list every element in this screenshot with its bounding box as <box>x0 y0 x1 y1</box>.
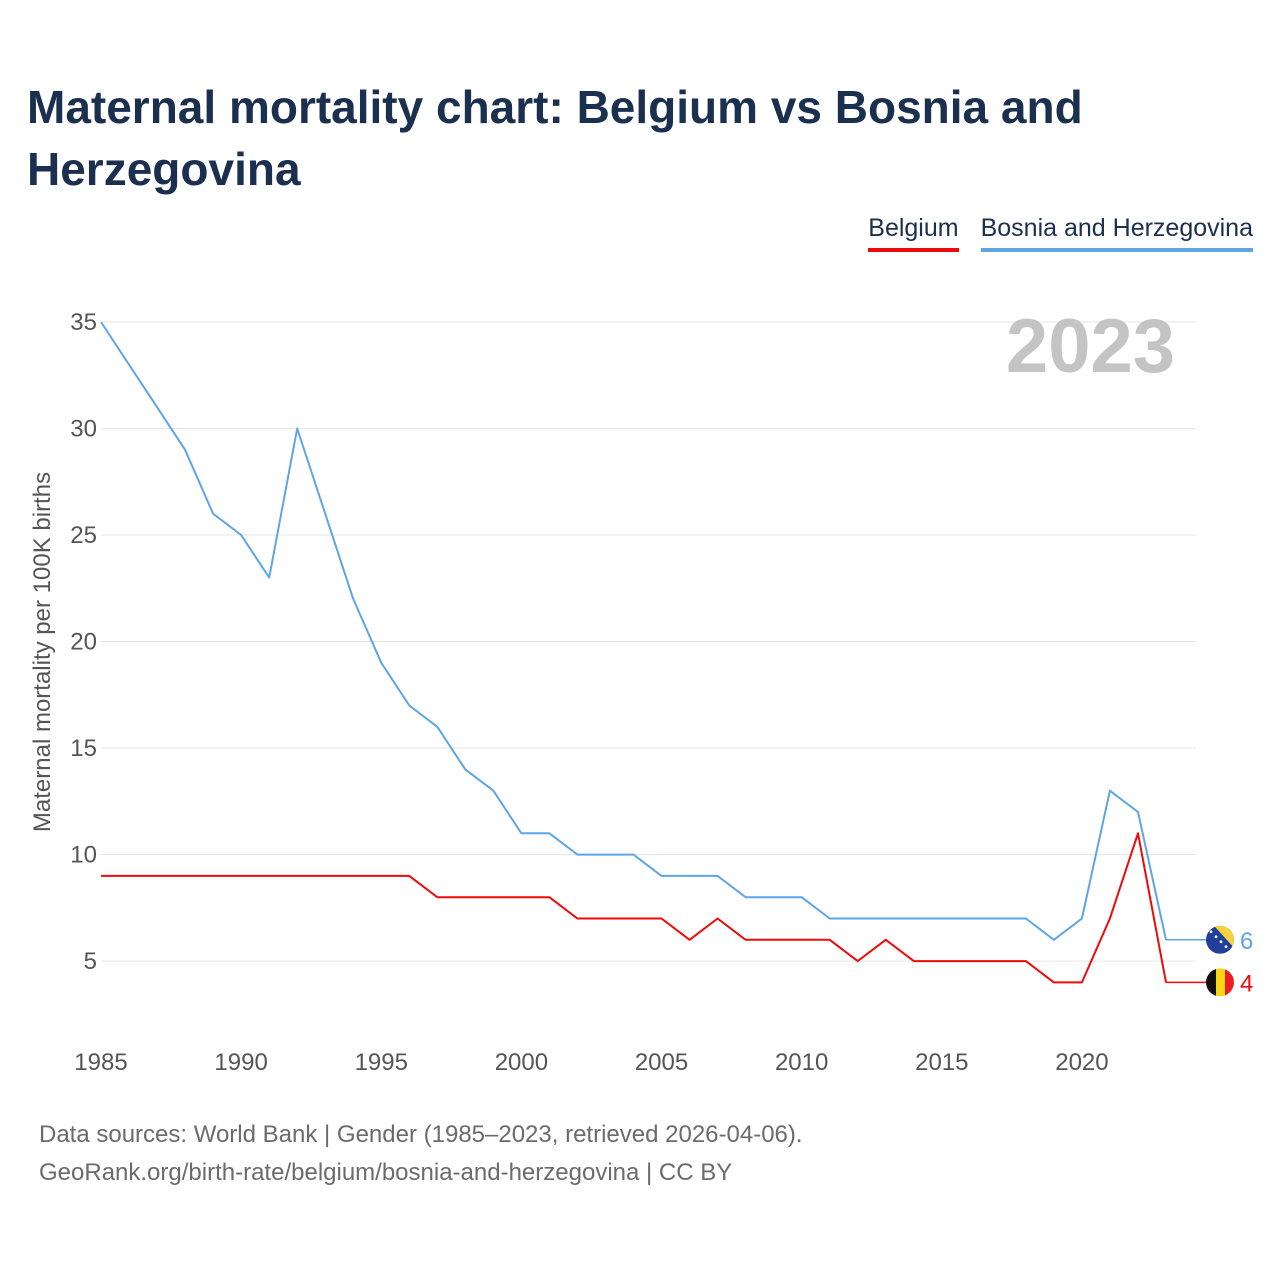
x-tick-label-1995: 1995 <box>355 1049 408 1076</box>
x-tick-label-2015: 2015 <box>915 1049 968 1076</box>
legend: Belgium Bosnia and Herzegovina <box>868 212 1253 252</box>
y-tick-label-25: 25 <box>70 522 97 549</box>
x-tick-label-2000: 2000 <box>495 1049 548 1076</box>
y-axis-ticks: 5 10 15 20 25 30 35 <box>70 309 97 975</box>
attribution-link[interactable]: GeoRank.org/birth-rate/belgium/bosnia-an… <box>39 1159 733 1186</box>
year-watermark: 2023 <box>1006 304 1175 389</box>
x-tick-label-1985: 1985 <box>74 1049 127 1076</box>
flag-icon-belgium <box>1206 968 1234 997</box>
end-value-label-belgium: 4 <box>1240 970 1253 997</box>
series-lines <box>100 321 1167 984</box>
x-tick-label-1990: 1990 <box>214 1049 267 1076</box>
footer: Data sources: World Bank | Gender (1985–… <box>39 1116 803 1192</box>
chart-title: Maternal mortality chart: Belgium vs Bos… <box>27 81 1083 195</box>
legend-item-bosnia-and-herzegovina[interactable]: Bosnia and Herzegovina <box>980 212 1253 252</box>
x-tick-label-2020: 2020 <box>1055 1049 1108 1076</box>
x-axis-ticks: 1985 1990 1995 2000 2005 2010 2015 2020 <box>74 1049 1108 1076</box>
y-tick-label-5: 5 <box>84 948 97 975</box>
y-tick-label-15: 15 <box>70 735 97 762</box>
y-tick-label-35: 35 <box>70 309 97 336</box>
flag-icon-bosnia-and-herzegovina <box>1206 925 1234 954</box>
y-tick-label-10: 10 <box>70 842 97 869</box>
x-tick-label-2010: 2010 <box>775 1049 828 1076</box>
y-tick-label-30: 30 <box>70 416 97 443</box>
y-axis-label: Maternal mortality per 100K births <box>29 472 56 832</box>
series-line-bosnia-and-herzegovina[interactable] <box>100 321 1167 941</box>
y-tick-label-20: 20 <box>70 629 97 656</box>
end-markers: 46 <box>1166 925 1253 997</box>
end-value-label-bosnia-and-herzegovina: 6 <box>1240 928 1253 955</box>
x-tick-label-2005: 2005 <box>635 1049 688 1076</box>
data-source-note: Data sources: World Bank | Gender (1985–… <box>39 1121 803 1148</box>
legend-item-belgium[interactable]: Belgium <box>868 212 959 252</box>
series-line-belgium[interactable] <box>101 832 1167 984</box>
